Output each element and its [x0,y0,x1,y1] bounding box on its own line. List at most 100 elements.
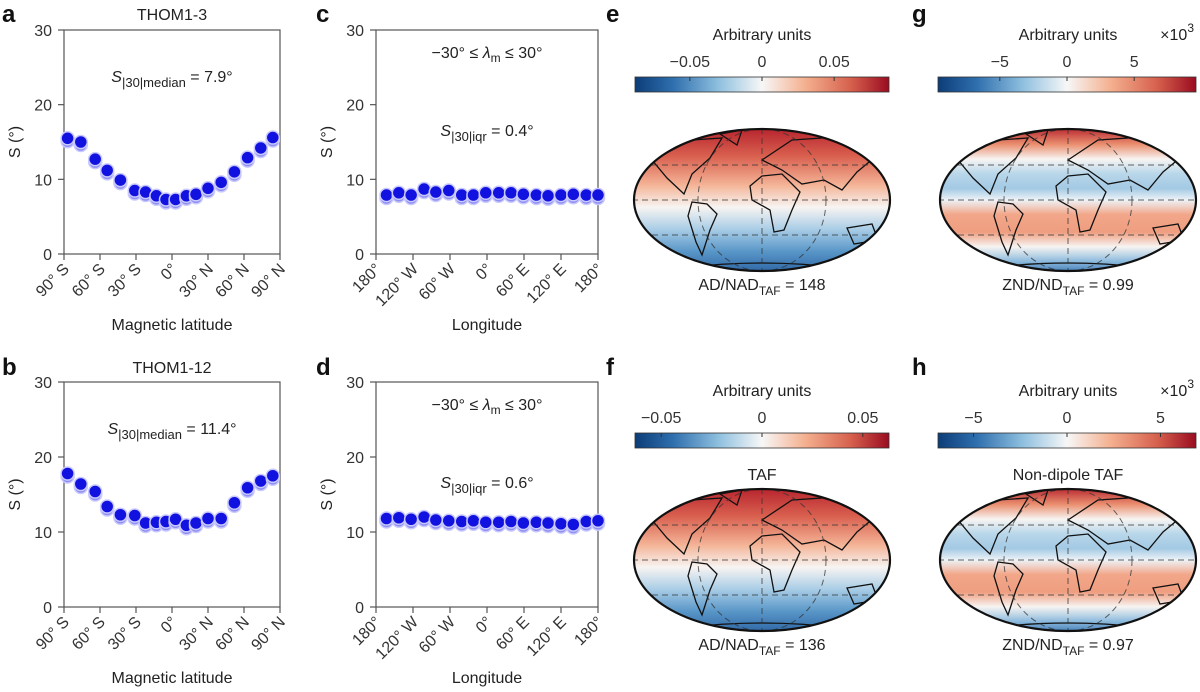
map-outline [632,127,892,273]
map-statistic: ZND/NDTAF = 0.99 [1002,277,1134,298]
x-tick-label: 180° [571,614,606,649]
x-tick-label: 120° E [524,614,570,660]
statistic-annotation: S|30|median = 11.4° [107,421,236,442]
x-tick-label: 180° [571,261,606,296]
x-tick-label: 0° [473,614,496,637]
colorbar-label: Arbitrary units [713,27,812,44]
x-tick-label: 30° S [105,261,145,301]
x-tick-label: 30° N [176,614,216,654]
map-contents [634,489,890,631]
data-point [553,516,569,531]
latitude-range-label: −30° ≤ λm ≤ 30° [432,45,543,65]
colorbar-tick-label: 0 [1063,54,1072,71]
colorbar-tick-label: −0.05 [670,54,711,71]
x-tick-label: 60° N [212,614,252,654]
panel-h: h Arbitrary units ×103 −5 0 5 Non-dipole TAF ZN… [912,354,1198,658]
x-tick-label: 60° S [69,261,109,301]
mollweide-map [938,487,1198,633]
y-tick-label: 0 [43,247,52,264]
lambda-subscript: m [491,403,501,417]
data-point [466,187,481,203]
stat-subscript: |30|iqr [451,129,487,144]
x-tick-label: 60° W [416,613,460,657]
y-tick-label: 0 [43,600,52,617]
y-tick-label: 20 [346,450,364,467]
y-tick-label: 10 [34,525,52,542]
y-axis-label: S (°) [7,126,24,158]
colorbar-tick-label: 0.05 [819,54,850,71]
data-point [127,508,143,523]
data-point [99,499,115,514]
y-tick-label: 20 [346,98,364,115]
data-point [240,480,255,495]
x-tick-label: 30° N [176,261,216,301]
stat-subscript: TAF [759,284,781,298]
data-point [200,181,216,196]
colorbar-tick-label: 5 [1130,54,1139,71]
panel-letter: d [316,354,331,381]
x-tick-label: 120° E [524,261,570,307]
colorbar-tick-label: −0.05 [641,410,682,427]
panel-title: THOM1-12 [132,360,211,377]
y-tick-label: 30 [34,23,52,40]
plot-frame [63,29,281,255]
data-point [188,187,204,202]
y-tick-label: 30 [34,375,52,392]
range-right: ≤ 30° [501,45,543,62]
x-tick-label: 90° N [248,261,288,301]
multiplier-exponent: 3 [1187,21,1194,35]
data-point [379,187,394,203]
x-tick-label: 0° [158,261,181,284]
data-point [466,513,481,528]
panel-letter: h [912,354,927,381]
colorbar-tick-label: 0 [758,410,767,427]
mollweide-map [938,127,1198,273]
x-tick-label: 120° W [373,613,423,663]
data-point [566,517,581,532]
stat-subscript: |30|median [118,427,182,442]
stat-label: AD/NAD [698,277,758,294]
y-tick-label: 10 [346,525,364,542]
y-tick-label: 20 [34,98,52,115]
x-tick-label: 0° [473,261,496,284]
stat-value: = 136 [781,637,826,654]
stat-value: = 0.4° [487,123,534,140]
stat-subscript: TAF [759,644,781,658]
coastline [749,173,801,233]
stat-symbol: S [111,69,122,86]
data-point [403,187,419,203]
x-axis-label: Magnetic latitude [112,670,233,687]
data-point [99,163,115,178]
x-axis-label: Longitude [452,317,522,334]
x-tick-label: 30° S [105,614,145,654]
stat-value: = 148 [781,277,826,294]
graticule-meridian [1003,129,1133,271]
y-tick-label: 20 [34,450,52,467]
x-tick-label: 90° N [248,614,288,654]
x-tick-label: 90° S [33,614,73,654]
data-point [590,187,606,203]
data-point [590,513,606,528]
data-point [265,130,281,145]
data-point [416,181,432,197]
statistic-annotation: S|30|iqr = 0.6° [440,475,533,496]
data-point [73,476,89,492]
lambda-symbol: λ [482,45,491,62]
coastline [993,201,1024,257]
data-point [566,187,581,202]
panel-b: b THOM1-12 0 10 20 30 90° S60° S30° S 0°30° N60… [2,354,289,687]
stat-symbol: S [440,123,451,140]
data-point [379,511,394,526]
panel-letter: b [2,354,17,381]
x-tick-label: 60° N [212,261,252,301]
panel-letter: c [316,1,329,28]
x-axis-label: Magnetic latitude [112,317,233,334]
data-point [478,515,494,530]
data-point [227,164,242,180]
statistic-annotation: S|30|iqr = 0.4° [440,123,533,144]
data-point [213,175,229,190]
colorbar-multiplier: ×103 [1160,377,1194,400]
